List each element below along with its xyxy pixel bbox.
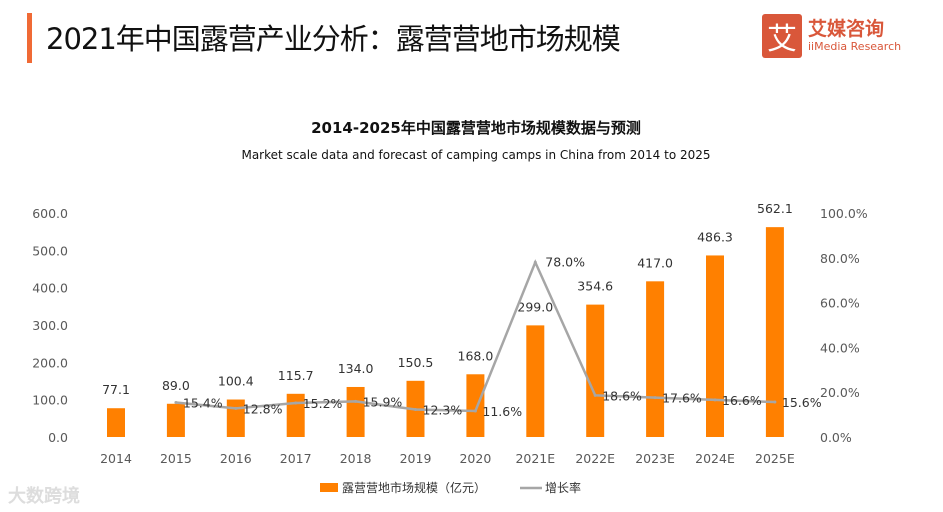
bar	[466, 374, 485, 437]
title-accent-bar	[27, 13, 32, 63]
bar-value-label: 134.0	[338, 361, 374, 376]
x-tick-label: 2020	[459, 451, 491, 466]
bar-value-label: 77.1	[102, 382, 130, 397]
bar	[586, 304, 605, 437]
legend-line-label: 增长率	[545, 480, 581, 495]
bar	[706, 255, 724, 437]
bar-value-label: 417.0	[637, 255, 673, 270]
bar-value-label: 486.3	[697, 229, 733, 244]
y-tick-label: 600.0	[32, 206, 68, 221]
growth-point	[174, 401, 178, 405]
y2-tick-label: 20.0%	[820, 385, 860, 400]
x-tick-label: 2023E	[635, 451, 675, 466]
growth-point	[354, 399, 358, 403]
growth-value-label: 15.6%	[782, 395, 822, 410]
logo-en: iiMedia Research	[808, 40, 902, 53]
growth-point	[593, 393, 597, 397]
bar-value-label: 100.4	[218, 374, 254, 389]
y2-tick-label: 40.0%	[820, 340, 860, 355]
growth-point	[294, 401, 298, 405]
logo-mark: 艾	[762, 14, 802, 58]
y-tick-label: 100.0	[32, 393, 68, 408]
x-tick-label: 2022E	[575, 451, 615, 466]
x-tick-label: 2015	[160, 451, 192, 466]
growth-point	[234, 406, 238, 410]
growth-point	[653, 396, 657, 400]
x-tick-label: 2017	[280, 451, 312, 466]
x-tick-label: 2016	[220, 451, 252, 466]
growth-value-label: 12.8%	[243, 401, 283, 416]
bar-value-label: 150.5	[398, 355, 434, 370]
growth-point	[713, 398, 717, 402]
growth-point	[473, 409, 477, 413]
y-tick-label: 500.0	[32, 243, 68, 258]
x-tick-label: 2014	[100, 451, 132, 466]
bar	[346, 386, 365, 437]
bar-value-label: 89.0	[162, 378, 190, 393]
x-tick-label: 2021E	[515, 451, 555, 466]
y-tick-label: 300.0	[32, 318, 68, 333]
bar-value-label: 168.0	[458, 348, 494, 363]
y-tick-label: 200.0	[32, 355, 68, 370]
y2-tick-label: 0.0%	[820, 430, 852, 445]
logo-cn: 艾媒咨询	[808, 18, 885, 40]
growth-value-label: 15.4%	[183, 396, 223, 411]
x-tick-label: 2019	[400, 451, 432, 466]
legend-bar-swatch	[320, 483, 338, 492]
growth-value-label: 17.6%	[662, 391, 702, 406]
x-tick-label: 2024E	[695, 451, 735, 466]
bar-value-label: 562.1	[757, 201, 793, 216]
legend-bar-label: 露营营地市场规模（亿元）	[342, 480, 486, 495]
y2-tick-label: 60.0%	[820, 296, 860, 311]
bar-value-label: 299.0	[517, 299, 553, 314]
bar-value-label: 354.6	[577, 279, 613, 294]
growth-value-label: 12.3%	[423, 402, 463, 417]
watermark: 大数跨境	[8, 486, 80, 507]
iimedia-logo: 艾 艾媒咨询 iiMedia Research	[762, 14, 901, 58]
growth-point	[414, 407, 417, 411]
x-tick-label: 2018	[340, 451, 372, 466]
y2-tick-label: 80.0%	[820, 251, 860, 266]
y-tick-label: 0.0	[48, 430, 68, 445]
growth-value-label: 11.6%	[482, 404, 522, 419]
bar	[526, 325, 545, 437]
bar	[107, 408, 125, 437]
growth-point	[533, 260, 537, 264]
bar	[765, 227, 784, 437]
growth-value-label: 15.2%	[303, 396, 343, 411]
y-tick-label: 400.0	[32, 281, 68, 296]
growth-value-label: 15.9%	[363, 394, 403, 409]
growth-value-label: 16.6%	[722, 393, 762, 408]
y2-tick-label: 100.0%	[820, 206, 868, 221]
x-tick-label: 2025E	[755, 451, 795, 466]
chart-title: 2014-2025年中国露营营地市场规模数据与预测	[311, 119, 641, 137]
chart-subtitle: Market scale data and forecast of campin…	[241, 148, 710, 162]
bar	[646, 281, 665, 437]
bar-value-label: 115.7	[278, 368, 314, 383]
growth-value-label: 18.6%	[602, 388, 642, 403]
page-title: 2021年中国露营产业分析：露营营地市场规模	[46, 22, 621, 56]
growth-value-label: 78.0%	[545, 254, 585, 269]
bar	[166, 403, 185, 437]
growth-point	[773, 400, 777, 404]
